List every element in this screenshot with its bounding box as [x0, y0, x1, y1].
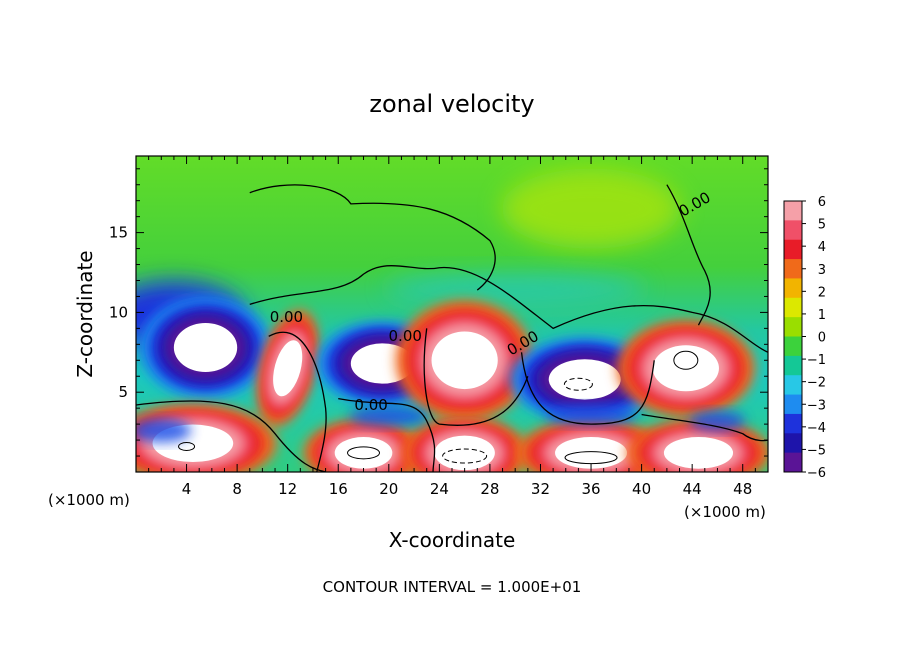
x-tick-label: 44 [683, 480, 702, 498]
colorbar-swatch [784, 394, 802, 415]
zero-contour-line [249, 184, 496, 291]
colorbar-swatch [784, 220, 802, 241]
colorbar: 6 5 4 3 2 1 0 −1 −2 −3 −4 −5 −6 [783, 195, 826, 481]
x-tick-label: 12 [278, 480, 297, 498]
colorbar-tick-label: −5 [807, 443, 826, 458]
colorbar-tick-label: −6 [807, 466, 826, 481]
x-unit-label-right: (×1000 m) [684, 503, 766, 521]
near-surface-negative [545, 404, 638, 425]
closed-contour [178, 441, 196, 451]
colorbar-tick-label: 0 [818, 331, 826, 346]
x-tick-label: 36 [581, 480, 600, 498]
chart-title: zonal velocity [369, 90, 534, 118]
colorbar-swatch [784, 375, 802, 396]
near-surface-negative [348, 406, 429, 427]
contour-label: 0.00 [389, 327, 422, 345]
x-unit-label-left: (×1000 m) [48, 491, 130, 509]
core-layer [334, 437, 393, 469]
x-tick-label: 48 [733, 480, 752, 498]
jet-core-positive [257, 309, 319, 427]
jet-core-positive [626, 419, 768, 472]
zero-contour-line [268, 331, 327, 472]
x-tick-label: 40 [632, 480, 651, 498]
zero-contour-line [423, 328, 529, 426]
core-layer [273, 340, 303, 397]
weak-negative-band [385, 272, 646, 305]
zero-contour-line [249, 264, 768, 353]
x-axis-label: X-coordinate [389, 528, 516, 552]
jet-core-positive [395, 300, 534, 421]
contour-label: 0.00 [270, 308, 303, 326]
colorbar-swatch [784, 201, 802, 221]
jet-core-positive [136, 404, 277, 472]
colorbar-tick-label: 2 [818, 285, 826, 300]
core-layer [431, 331, 498, 390]
core-layer [548, 359, 621, 400]
colorbar-tick-label: −1 [807, 353, 826, 368]
colorbar-swatch [784, 336, 802, 357]
closed-contour [442, 448, 488, 464]
x-tick-label: 4 [182, 480, 192, 498]
x-tick-label: 24 [430, 480, 449, 498]
jet-core-positive [303, 419, 424, 472]
colorbar-tick-label: 5 [818, 218, 826, 233]
x-tick-label: 32 [531, 480, 550, 498]
contour-interval-note: CONTOUR INTERVAL = 1.000E+01 [323, 578, 582, 596]
x-tick-label: 8 [232, 480, 242, 498]
colorbar-swatch [784, 259, 802, 279]
x-axis-ticks: 4 8 12 16 20 24 28 32 36 40 44 48 [148, 156, 756, 498]
core-layer [434, 435, 495, 471]
colorbar-swatch [784, 355, 802, 376]
x-tick-label: 28 [480, 480, 499, 498]
y-axis-label: Z-coordinate [73, 250, 97, 377]
zero-contour-line [136, 400, 326, 472]
closed-contour [563, 377, 593, 391]
core-layer [652, 345, 719, 392]
colorbar-tick-label: 1 [818, 308, 826, 323]
y-tick-label: 10 [109, 303, 128, 321]
colorbar-swatch [784, 239, 802, 260]
near-surface-negative [689, 410, 746, 431]
jet-core-positive [401, 416, 528, 472]
jet-core-negative [139, 296, 272, 399]
core-layer [555, 437, 628, 469]
core-layer [663, 437, 734, 469]
colorbar-swatch [784, 317, 802, 337]
colorbar-tick-label: 6 [818, 195, 826, 210]
y-axis-ticks: 5 10 15 [109, 168, 768, 457]
closed-contour [673, 350, 699, 370]
colorbar-swatch [784, 278, 802, 299]
colorbar-tick-label: 4 [818, 240, 826, 255]
zero-contour-line [666, 184, 711, 326]
colorbar-swatch [784, 413, 802, 434]
closed-contour [564, 451, 618, 465]
zero-contours [136, 184, 768, 472]
jet-core-positive [616, 320, 755, 417]
zero-contour-line [520, 352, 655, 425]
x-tick-label: 16 [329, 480, 348, 498]
colorbar-tick-label: 3 [818, 263, 826, 278]
velocity-field [136, 156, 768, 472]
colorbar-swatch [784, 433, 802, 454]
y-tick-label: 5 [118, 383, 128, 401]
zero-contour-line [338, 397, 436, 472]
x-tick-label: 20 [379, 480, 398, 498]
core-layer [173, 323, 238, 372]
colorbar-swatch [784, 297, 802, 318]
y-tick-label: 15 [109, 224, 128, 242]
weak-positive-region [501, 168, 682, 249]
near-surface-negative [136, 418, 192, 443]
colorbar-tick-label: −3 [807, 398, 826, 413]
colorbar-swatch [784, 452, 802, 473]
zero-contour-line [641, 413, 768, 442]
colorbar-tick-label: −2 [807, 376, 826, 391]
contour-label: 0.00 [354, 396, 387, 414]
colorbar-tick-label: −4 [807, 421, 826, 436]
closed-contour [347, 446, 381, 460]
